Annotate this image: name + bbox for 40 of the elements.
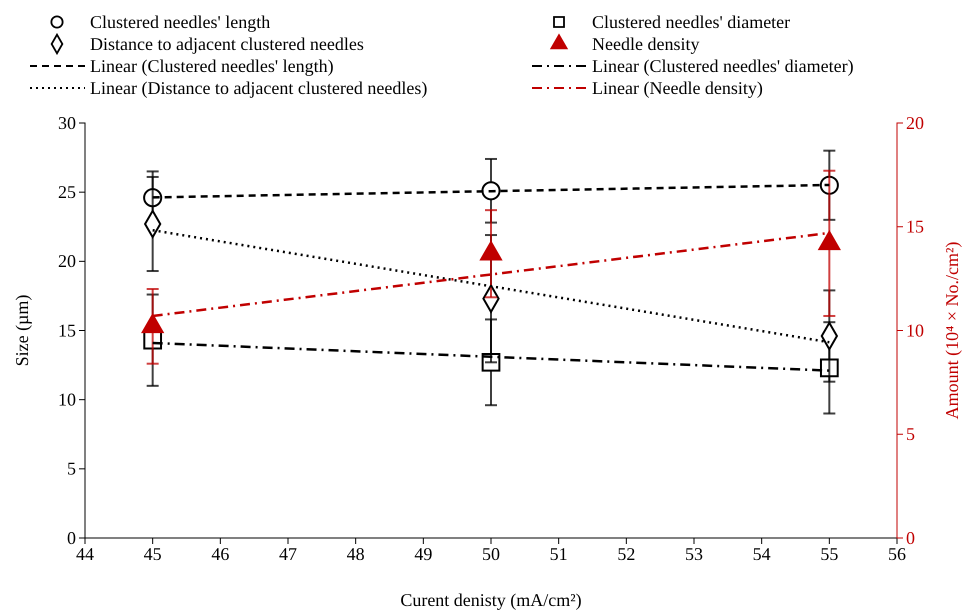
x-tick-label: 52 — [617, 544, 636, 564]
y-tick-label: 25 — [58, 182, 76, 202]
y2-tick-label: 15 — [906, 216, 924, 237]
x-tick-label: 48 — [346, 544, 365, 564]
point — [480, 241, 502, 260]
y2-tick-label: 20 — [906, 112, 924, 133]
y-tick-label: 5 — [67, 458, 76, 479]
point — [818, 230, 840, 250]
y-tick-label: 30 — [58, 112, 76, 133]
legend-label: Linear (Clustered needles' length) — [90, 56, 334, 76]
y-tick-label: 10 — [58, 389, 76, 410]
y-tick-label: 0 — [67, 528, 76, 548]
legend-label: Clustered needles' length — [90, 12, 270, 32]
x-tick-label: 51 — [550, 544, 568, 564]
point — [142, 314, 164, 334]
legend-label: Distance to adjacent clustered needles — [90, 34, 364, 54]
x-tick-label: 55 — [820, 544, 838, 564]
x-tick-label: 45 — [144, 544, 162, 564]
x-tick-label: 44 — [76, 544, 94, 564]
x-tick-label: 50 — [482, 544, 500, 564]
x-tick-label: 49 — [414, 544, 432, 564]
y2-tick-label: 0 — [906, 528, 915, 548]
x-tick-label: 53 — [685, 544, 703, 564]
y2-axis-title: Amount (10⁴ × No./cm²) — [942, 242, 962, 420]
y-axis-title: Size (µm) — [12, 294, 32, 366]
y2-tick-label: 5 — [906, 424, 915, 444]
x-tick-label: 46 — [211, 544, 230, 564]
legend-label: Needle density — [592, 34, 700, 54]
x-tick-label: 56 — [888, 544, 906, 564]
legend-label: Linear (Distance to adjacent clustered needles) — [90, 78, 428, 98]
legend-label: Clustered needles' diameter — [592, 12, 790, 32]
legend-label: Linear (Clustered needles' diameter) — [592, 56, 854, 76]
x-tick-label: 47 — [279, 544, 297, 564]
y-tick-label: 20 — [58, 251, 76, 272]
point — [481, 181, 501, 200]
x-axis-title: Curent denisty (mA/cm²) — [400, 590, 582, 610]
y-tick-label: 15 — [58, 320, 76, 340]
x-tick-label: 54 — [752, 544, 771, 564]
y2-tick-label: 10 — [906, 320, 924, 340]
legend-label: Linear (Needle density) — [592, 78, 763, 98]
